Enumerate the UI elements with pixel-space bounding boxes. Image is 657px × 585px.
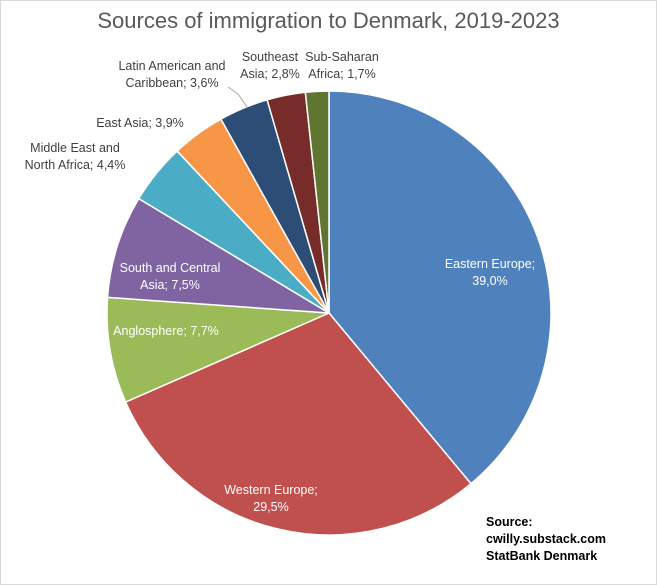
- slice-label: Anglosphere; 7,7%: [113, 324, 219, 338]
- pie-slice: [106, 197, 330, 314]
- pie-slice: [328, 90, 552, 485]
- chart-title: Sources of immigration to Denmark, 2019-…: [97, 8, 560, 33]
- pie-slice: [304, 90, 330, 314]
- slice-label: Middle East and North Africa; 4,4%: [25, 141, 126, 172]
- pie-slice: [106, 296, 330, 404]
- slice-label: Sub-Saharan Africa; 1,7%: [305, 50, 379, 81]
- leader-line: [227, 86, 248, 108]
- source-line-3: StatBank Denmark: [486, 549, 598, 563]
- source-line-2: cwilly.substack.com: [486, 532, 606, 546]
- slice-label: Western Europe; 29,5%: [224, 483, 318, 514]
- slice-label: Latin American and Caribbean; 3,6%: [118, 59, 225, 90]
- slice-label: Southeast Asia; 2,8%: [240, 50, 300, 81]
- slice-label: East Asia; 3,9%: [96, 116, 184, 130]
- pie-slice: [124, 312, 472, 536]
- source-line-1: Source:: [486, 515, 533, 529]
- slice-label: South and Central Asia; 7,5%: [120, 261, 221, 292]
- source-note: Source: cwilly.substack.com StatBank Den…: [486, 514, 606, 565]
- slice-label: Eastern Europe; 39,0%: [445, 257, 535, 288]
